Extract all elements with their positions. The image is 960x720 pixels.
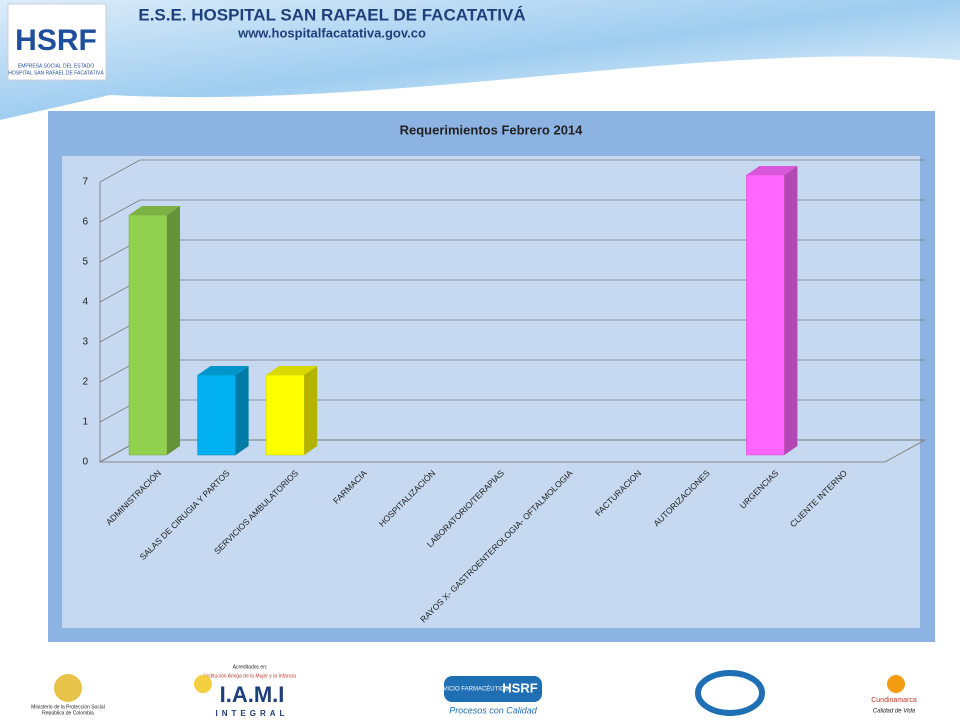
bar (746, 174, 785, 456)
footer-text: Ministerio de la Protección Social (31, 704, 105, 710)
footer: Ministerio de la Protección Social Repúb… (31, 664, 917, 718)
footer-text: República de Colombia (42, 710, 94, 716)
bar-side (784, 166, 798, 455)
cund-logo (887, 675, 905, 693)
footer-text: Procesos con Calidad (449, 705, 538, 715)
logo-text: HOSPITAL SAN RAFAEL DE FACATATIVÁ (8, 69, 104, 76)
bar-group (197, 366, 249, 456)
grid-line (99, 199, 925, 223)
iami-smile (194, 675, 212, 693)
bar (265, 374, 305, 456)
y-tick-label: 3 (82, 337, 88, 348)
y-tick-label: 6 (82, 217, 88, 228)
y-tick-label: 5 (82, 257, 88, 268)
footer-text: HSRF (502, 680, 537, 695)
footer-text: Institución Amiga de la Mujer y la Infan… (204, 673, 296, 679)
logo-box (7, 3, 107, 81)
logo-text: EMPRESA SOCIAL DEL ESTADO (18, 63, 94, 69)
y-tick-label: 1 (82, 417, 88, 428)
footer-text: SERVICIO FARMACÉUTICO (431, 686, 509, 693)
bar-side (167, 206, 180, 455)
bar-top (197, 366, 249, 375)
a-logo (695, 670, 765, 716)
y-tick-label: 0 (82, 457, 88, 468)
pharma-logo-bg (444, 676, 542, 702)
footer-text: Calidad de Vida (873, 709, 916, 715)
bar-top (266, 366, 318, 375)
footer-text: INTEGRAL (216, 709, 289, 718)
bar-top (129, 206, 180, 215)
header-swoosh (0, 0, 960, 120)
y-tick-label: 4 (82, 297, 88, 308)
chart-title: Requerimientos Febrero 2014 (400, 122, 584, 137)
bar-side (304, 366, 318, 455)
bar (197, 374, 236, 456)
bar-group (128, 206, 180, 456)
footer-text: Acreditados en: (233, 664, 268, 670)
ministry-emblem (54, 674, 82, 702)
grid-line (99, 159, 925, 183)
bar (128, 214, 168, 456)
logo: HSRF (15, 24, 97, 57)
bar-group (265, 366, 318, 456)
y-tick-label: 7 (82, 177, 88, 188)
footer-text: I.A.M.I (220, 682, 285, 707)
header-url: www.hospitalfacatativa.gov.co (237, 25, 426, 40)
bar-group (746, 166, 798, 456)
bar-top (746, 166, 798, 175)
y-tick-label: 2 (82, 377, 88, 388)
header-title: E.S.E. HOSPITAL SAN RAFAEL DE FACATATIVÁ (138, 5, 525, 24)
bar-side (235, 366, 249, 455)
footer-text: Cundinamarca (871, 697, 917, 704)
